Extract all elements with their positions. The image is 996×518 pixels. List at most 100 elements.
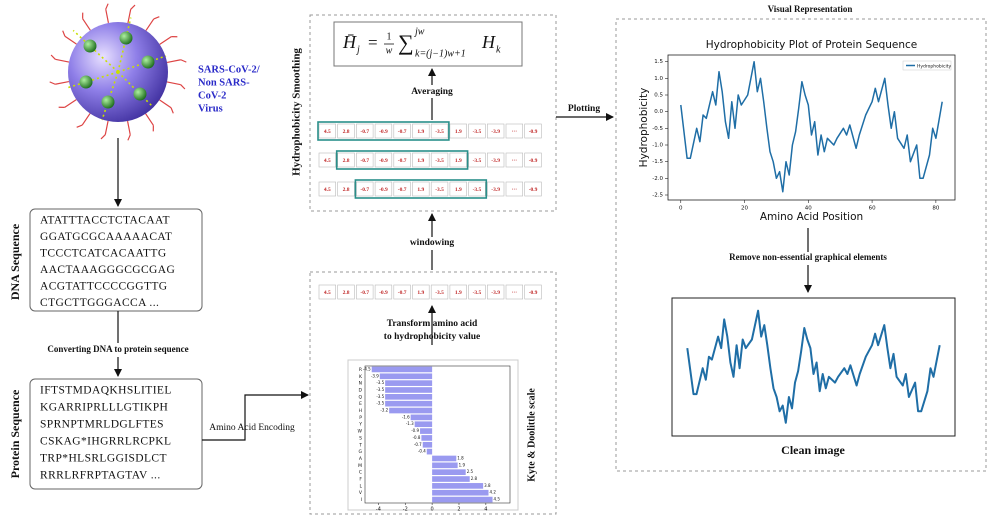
value-text: ··· xyxy=(512,129,518,135)
value-text: -3.5 xyxy=(473,187,482,193)
spike xyxy=(81,113,91,126)
spike-tip xyxy=(62,30,66,37)
axes-frame xyxy=(667,54,956,201)
value-row: 4.5 2.8 -0.7 -0.9 -0.7 1.9 -3.5 1.9 -3.5 -3.9 ··· -… xyxy=(318,150,542,170)
value-cell xyxy=(337,181,355,197)
value-cell xyxy=(412,152,430,168)
spike xyxy=(64,35,77,45)
spike-tip xyxy=(127,134,131,141)
value-text: -0.9 xyxy=(379,290,388,296)
y-tick-label: -2.0 xyxy=(652,176,663,182)
value-text: -3.5 xyxy=(473,290,482,296)
value-text: 1.9 xyxy=(417,187,424,193)
value-cell xyxy=(356,284,374,300)
value-text: 1.9 xyxy=(455,158,462,164)
kd-bar xyxy=(385,387,433,393)
chart-title: Hydrophobicity Plot of Protein Sequence xyxy=(706,39,918,51)
kd-value: -3.2 xyxy=(380,408,388,413)
formula-sub: j xyxy=(355,44,360,55)
kd-category: F xyxy=(359,477,362,483)
kd-category: E xyxy=(359,401,362,407)
sequence-line: IFTSTMDAQKHSLITIEL xyxy=(40,385,172,397)
dna-box xyxy=(29,208,203,312)
value-cell xyxy=(524,152,542,168)
value-text: -3.5 xyxy=(435,290,444,296)
formula: H̄ j = 1 w ∑ jw k=(j−1)w+1 H k xyxy=(342,26,501,59)
y-axis-label: Hydrophobicity xyxy=(638,88,650,168)
kd-value: -0.7 xyxy=(414,442,422,447)
virus xyxy=(49,3,187,141)
spike-tip xyxy=(130,4,136,10)
sequence-line: ATATTTACCTCTACAAT xyxy=(40,215,170,227)
value-text: ··· xyxy=(512,187,518,193)
value-cell xyxy=(430,152,449,168)
value-row: 4.5 2.8 -0.7 -0.9 -0.7 1.9 -3.5 1.9 -3.5 -3.9 ··· -… xyxy=(318,179,542,199)
value-text: ··· xyxy=(512,158,518,164)
protein-box xyxy=(29,378,203,490)
value-cell xyxy=(337,123,355,139)
sequence-line: SPRNPTMRLDGLFTES xyxy=(40,419,164,431)
x-tick-label: 20 xyxy=(741,206,748,212)
kd-category: Y xyxy=(358,422,362,428)
kd-category: P xyxy=(359,415,362,421)
kd-bar xyxy=(422,441,433,448)
legend-box xyxy=(902,60,952,71)
spike xyxy=(104,120,109,135)
y-tick-label: 1.5 xyxy=(654,59,663,65)
value-cell xyxy=(318,123,337,139)
kd-value: 1.9 xyxy=(459,462,466,467)
kd-axes xyxy=(364,365,511,504)
value-cell xyxy=(430,284,449,300)
value-text: -0.7 xyxy=(398,187,407,193)
virus-label: CoV-2 xyxy=(198,90,226,101)
value-cell xyxy=(374,284,393,300)
kd-value: 1.8 xyxy=(457,455,464,460)
value-text: -0.9 xyxy=(379,158,388,164)
value-text: -0.7 xyxy=(360,187,369,193)
kd-category: S xyxy=(359,435,362,441)
legend-label: Hydrophobicity xyxy=(917,63,951,69)
kd-bar xyxy=(385,380,433,386)
spike xyxy=(82,18,91,31)
kd-value: -3.5 xyxy=(376,387,384,392)
y-tick-label: -1.5 xyxy=(652,159,663,165)
value-cell xyxy=(486,284,505,300)
value-text: 2.8 xyxy=(343,158,350,164)
x-tick-label: 0 xyxy=(679,206,683,212)
spike-tip xyxy=(153,16,160,20)
kd-bar xyxy=(432,483,484,489)
sequence-line: AACTAAAGGGCGCGAG xyxy=(40,264,175,276)
kd-bar xyxy=(385,400,433,407)
series-line xyxy=(686,309,941,424)
value-text: 4.5 xyxy=(324,158,331,164)
label-bg xyxy=(14,343,224,357)
value-cell xyxy=(318,181,337,197)
value-cell xyxy=(486,123,505,139)
kd-bar xyxy=(426,448,433,455)
kd-tick-label: -2 xyxy=(403,507,408,513)
kd-tick-label: -4 xyxy=(376,507,381,513)
green-ball xyxy=(141,55,155,69)
kd-value: -0.8 xyxy=(413,435,421,440)
spike xyxy=(55,80,70,85)
kd-value: -3.9 xyxy=(371,373,379,378)
y-tick-label: 1.0 xyxy=(654,76,663,82)
value-cell xyxy=(393,181,411,197)
value-text: -0.9 xyxy=(379,129,388,135)
value-cell xyxy=(318,284,337,300)
virus-label: SARS-CoV-2/ xyxy=(198,64,261,75)
value-text: -3.5 xyxy=(473,158,482,164)
value-cell xyxy=(524,123,542,139)
spike xyxy=(166,81,181,86)
value-cell xyxy=(412,284,430,300)
value-cell xyxy=(486,181,505,197)
green-ball xyxy=(83,39,97,53)
value-text: -3.9 xyxy=(491,290,500,296)
dot-line xyxy=(117,71,154,108)
kd-category: G xyxy=(359,449,363,455)
kd-value: -1.6 xyxy=(402,414,410,419)
value-text: -0.7 xyxy=(398,158,407,164)
kd-category: T xyxy=(358,442,362,448)
kd-title: Kyte & Doolittle scale xyxy=(526,388,537,482)
